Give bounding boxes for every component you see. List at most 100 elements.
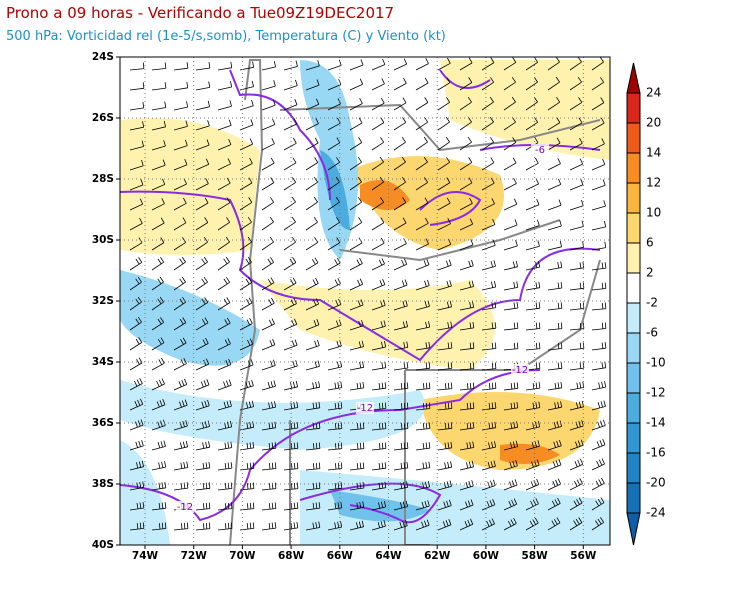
- wind-barb: [371, 520, 386, 531]
- wind-barb: [415, 238, 429, 251]
- wind-barb: [569, 158, 584, 171]
- wind-barb: [239, 277, 253, 291]
- wind-barb: [327, 59, 342, 71]
- wind-barb: [525, 57, 539, 71]
- wind-barb: [525, 498, 539, 511]
- wind-barb: [217, 420, 233, 431]
- wind-barb: [591, 497, 605, 511]
- wind-barb: [569, 199, 584, 211]
- wind-barb: [261, 216, 274, 231]
- map-field: [120, 57, 610, 545]
- wind-barb: [129, 121, 145, 131]
- wind-barb: [151, 296, 164, 311]
- wind-barb: [217, 379, 232, 391]
- wind-barb: [195, 217, 209, 231]
- wind-barb: [371, 320, 386, 331]
- wind-barb: [217, 158, 231, 171]
- wind-barb: [371, 501, 387, 511]
- wind-barb: [349, 78, 364, 91]
- wind-barb: [195, 337, 209, 351]
- wind-barb: [283, 380, 298, 391]
- wind-barb: [415, 300, 430, 311]
- colorbar-box: [626, 452, 641, 484]
- wind-barb: [305, 98, 320, 111]
- wind-barb: [525, 382, 541, 391]
- wind-barb: [195, 139, 210, 151]
- wind-barb: [481, 322, 497, 331]
- colorbar-label: -14: [646, 416, 666, 430]
- wind-barb: [151, 178, 166, 191]
- wind-barb: [129, 460, 144, 471]
- colorbar-label: -12: [646, 386, 666, 400]
- wind-barb: [591, 138, 605, 151]
- wind-barb: [283, 99, 298, 111]
- wind-barb: [349, 340, 364, 351]
- colorbar-label: -6: [646, 326, 658, 340]
- wind-barb: [151, 522, 167, 531]
- wind-barb: [481, 57, 495, 71]
- wind-barb: [481, 382, 497, 391]
- wind-barb: [283, 60, 298, 71]
- wind-barb: [393, 77, 407, 91]
- wind-barb: [415, 197, 429, 211]
- wind-barb: [393, 217, 407, 231]
- wind-barb: [283, 339, 298, 351]
- wind-barb: [415, 58, 429, 71]
- wind-barb: [239, 441, 255, 451]
- wind-barb: [151, 159, 166, 171]
- wind-barb: [129, 198, 144, 211]
- wind-barb: [503, 57, 517, 71]
- wind-barb: [217, 138, 232, 151]
- wind-barb: [173, 461, 189, 471]
- wind-barb: [173, 317, 187, 331]
- wind-barb: [217, 502, 233, 511]
- wind-barb: [151, 502, 167, 511]
- wind-barb: [305, 137, 319, 151]
- contour-label: -6: [535, 145, 545, 156]
- wind-barb: [415, 341, 431, 351]
- wind-barb: [525, 517, 539, 531]
- wind-barb: [151, 461, 167, 471]
- wind-barb: [415, 279, 430, 291]
- wind-barb: [349, 361, 365, 371]
- wind-barb: [173, 399, 188, 411]
- wind-barb: [305, 60, 320, 71]
- wind-barb: [525, 342, 541, 351]
- wind-barb: [547, 261, 563, 271]
- wind-barb: [349, 137, 363, 151]
- wind-barb: [305, 462, 321, 471]
- lat-label: 32S: [92, 295, 114, 307]
- wind-barb: [547, 220, 562, 231]
- wind-barb: [481, 137, 495, 151]
- wind-barb: [173, 139, 188, 151]
- wind-barb: [547, 178, 562, 191]
- wind-barb: [349, 217, 363, 231]
- wind-barb: [459, 342, 475, 351]
- wind-barb: [393, 481, 409, 491]
- wind-barb: [393, 442, 409, 451]
- wind-barb: [151, 440, 166, 451]
- wind-barb: [195, 197, 209, 211]
- wind-barb: [239, 157, 253, 171]
- wind-barb: [305, 482, 321, 491]
- wind-barb: [195, 522, 211, 531]
- wind-barb: [503, 440, 518, 451]
- wind-barb: [129, 179, 144, 191]
- wind-barb: [569, 117, 583, 131]
- graticule: [120, 57, 610, 545]
- wind-barb: [283, 360, 298, 371]
- wind-barb: [459, 402, 475, 411]
- title: Prono a 09 horas - Verificando a Tue09Z1…: [6, 4, 394, 22]
- wind-barb: [305, 277, 319, 291]
- wind-barb: [569, 76, 582, 91]
- wind-barb: [327, 176, 340, 191]
- wind-barb: [547, 381, 563, 391]
- wind-barb: [525, 401, 541, 411]
- wind-barb: [239, 462, 255, 471]
- wind-barb: [481, 402, 497, 411]
- wind-barb: [547, 282, 563, 291]
- wind-barb: [591, 241, 607, 251]
- wind-barb: [547, 240, 562, 251]
- wind-barb: [327, 422, 343, 431]
- lon-label: 60W: [473, 550, 500, 562]
